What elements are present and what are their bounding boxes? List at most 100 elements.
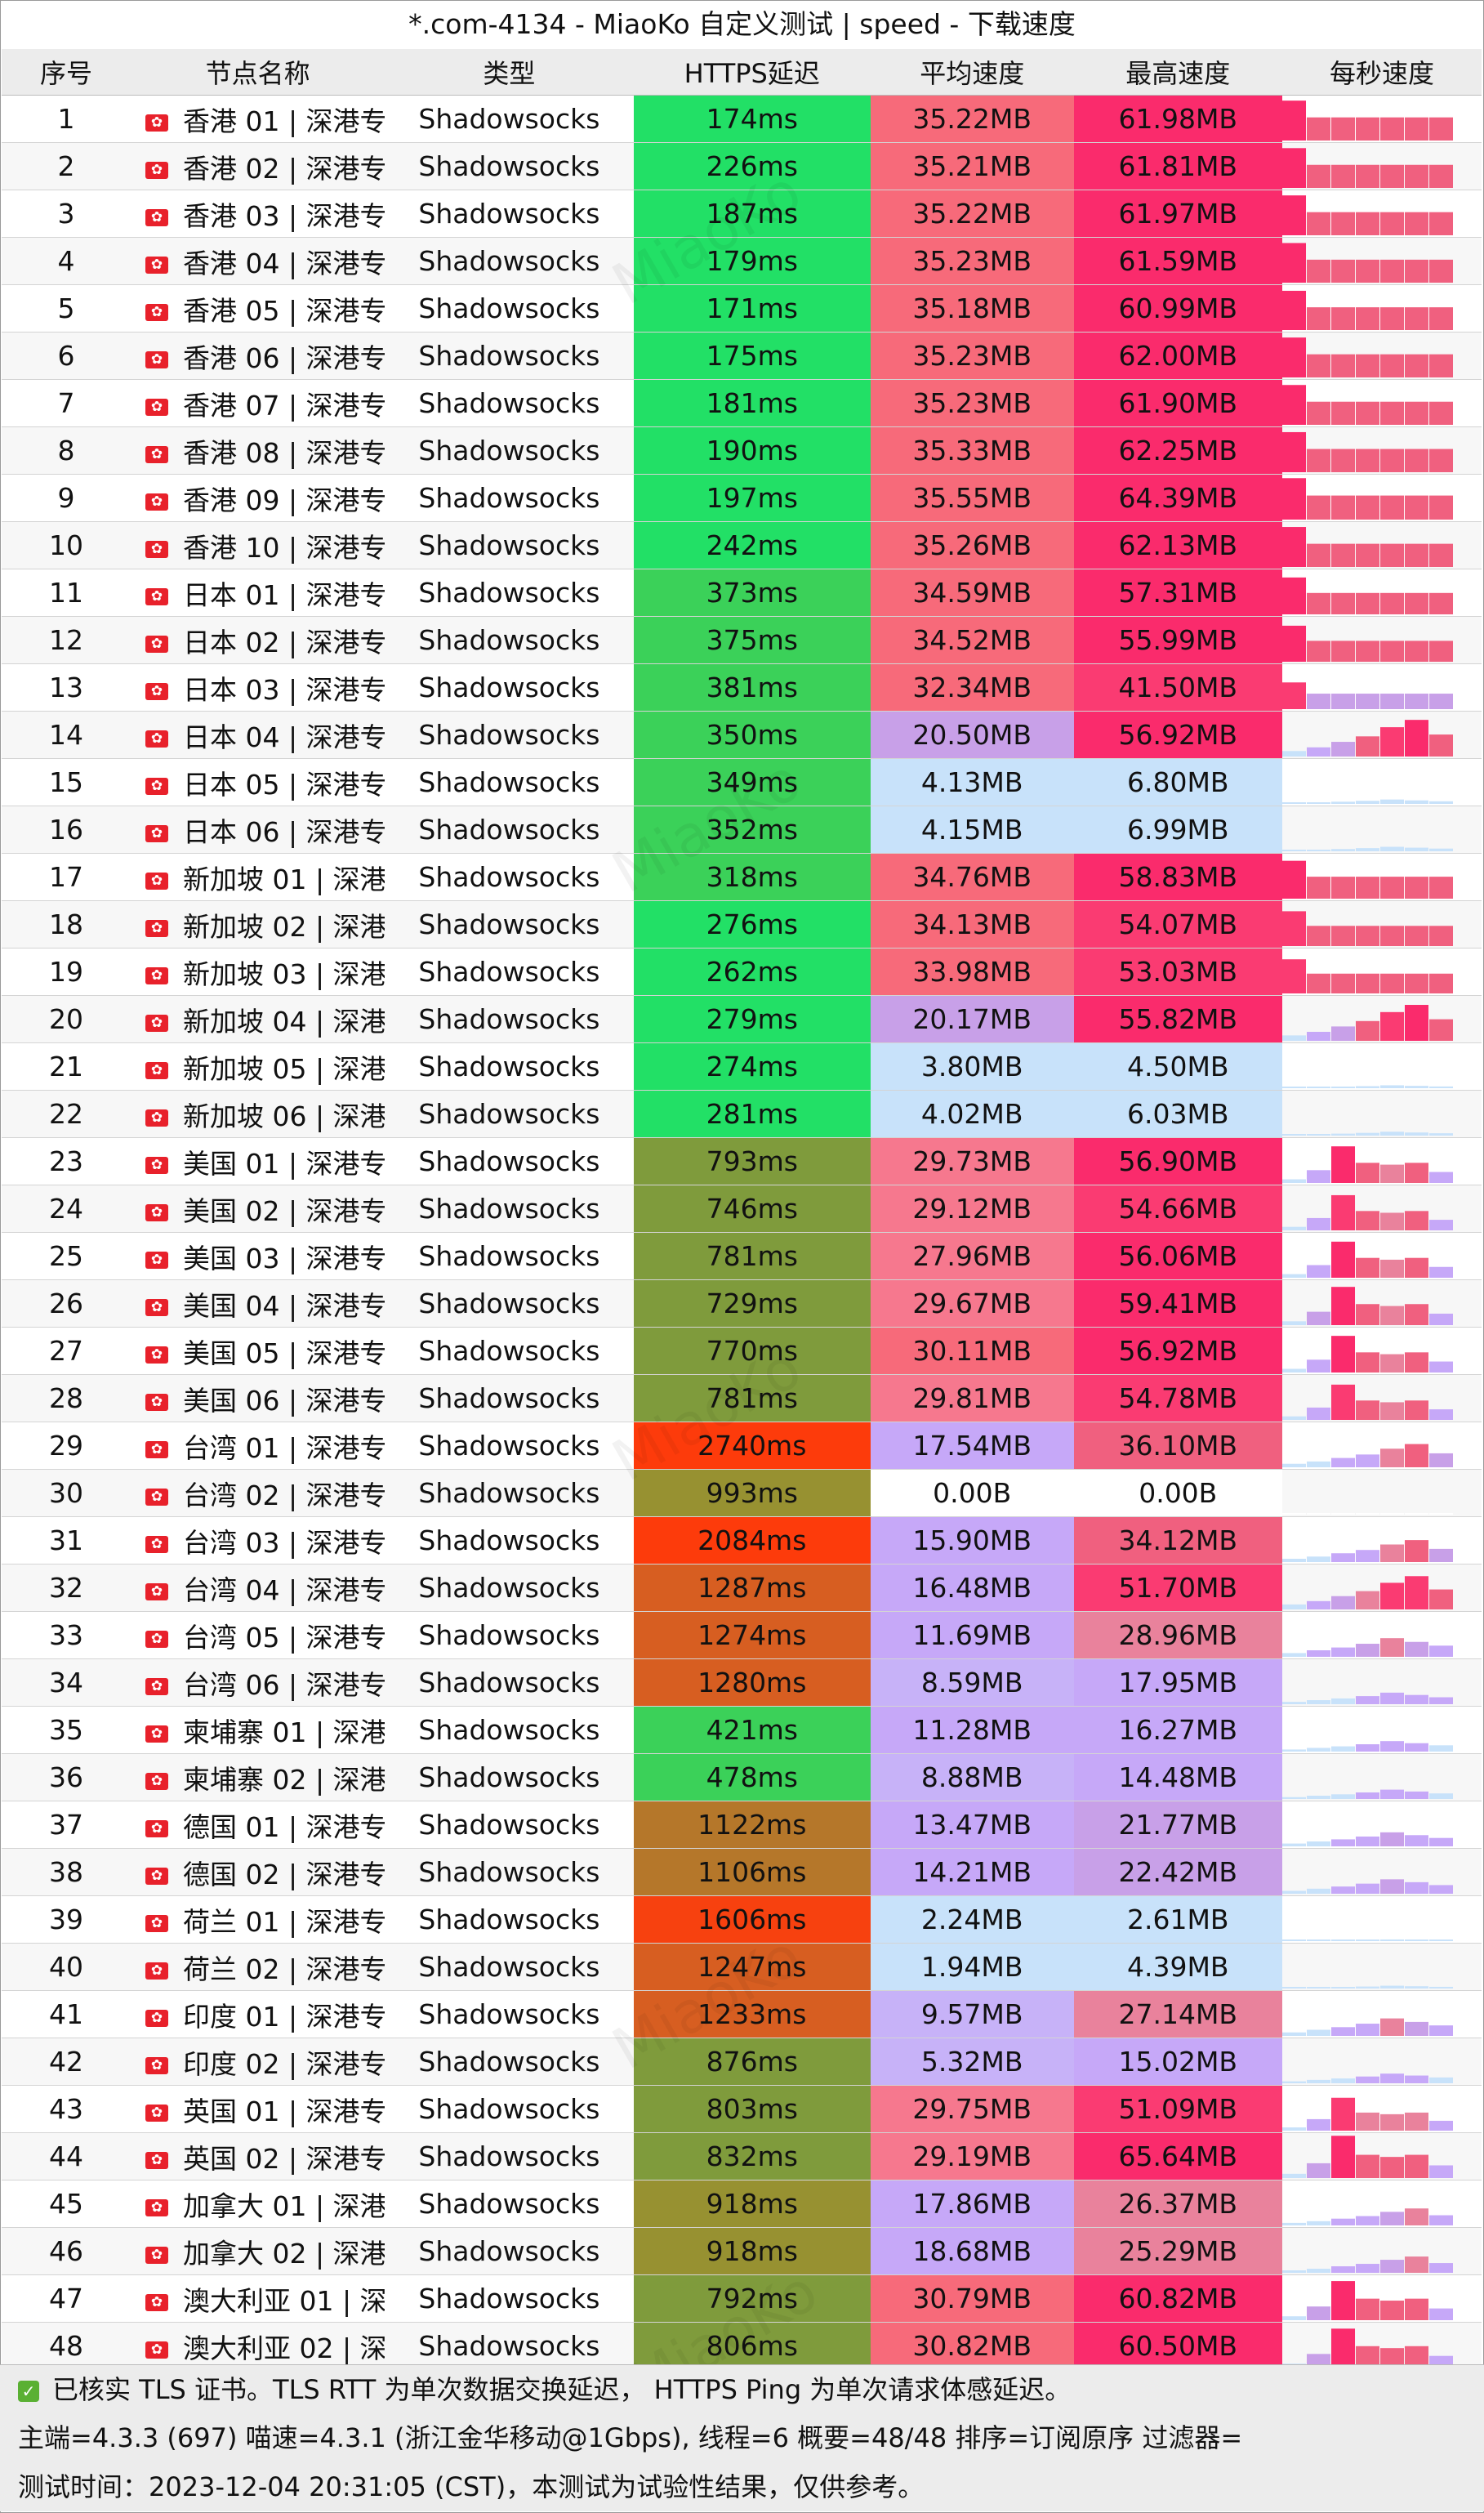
table-row[interactable]: 22 新加坡 06 | 深港专线Shadowsocks281ms4.02MB6.0… [2,1090,1482,1138]
hk-flag-icon [145,396,168,417]
speed-bar [1331,2218,1356,2225]
table-row[interactable]: 37 德国 01 | 深港专线Shadowsocks1122ms13.47MB21… [2,1801,1482,1849]
speed-bar [1331,1987,1356,1989]
speed-bar [1429,1019,1454,1041]
table-row[interactable]: 12 日本 02 | 深港专线Shadowsocks375ms34.52MB55.… [2,616,1482,664]
page-title: *.com-4134 - MiaoKo 自定义测试 | speed - 下载速度 [408,8,1076,40]
max-speed-cell: 26.37MB [1073,2180,1283,2228]
table-row[interactable]: 32 台湾 04 | 深港专线Shadowsocks1287ms16.48MB51… [2,1564,1482,1612]
table-row[interactable]: 41 印度 01 | 深港专线Shadowsocks1233ms9.57MB27.… [2,1990,1482,2038]
table-row[interactable]: 14 日本 04 | 深港专线Shadowsocks350ms20.50MB56.… [2,711,1482,759]
table-row[interactable]: 40 荷兰 02 | 深港专线Shadowsocks1247ms1.94MB4.3… [2,1943,1482,1991]
latency-cell: 918ms [633,2227,871,2275]
latency-cell: 1280ms [633,1658,871,1707]
row-index: 16 [2,806,131,854]
table-row[interactable]: 4 香港 04 | 深港专线Shadowsocks179ms35.23MB61.5… [2,237,1482,285]
node-name-cell: 英国 02 | 深港专线 [130,2132,385,2180]
speed-bar [1307,1700,1331,1704]
table-row[interactable]: 29 台湾 01 | 深港专线Shadowsocks2740ms17.54MB36… [2,1422,1482,1470]
table-row[interactable]: 19 新加坡 03 | 深港专线Shadowsocks262ms33.98MB53… [2,948,1482,996]
table-row[interactable]: 25 美国 03 | 深港专线Shadowsocks781ms27.96MB56.… [2,1232,1482,1280]
avg-speed-cell: 34.52MB [870,616,1074,664]
table-row[interactable]: 39 荷兰 01 | 深港专线Shadowsocks1606ms2.24MB2.6… [2,1895,1482,1944]
col-header-idx[interactable]: 序号 [2,49,131,96]
speed-bar [1380,117,1405,141]
table-row[interactable]: 46 加拿大 02 | 深港专线Shadowsocks918ms18.68MB25… [2,2227,1482,2275]
speed-bar [1331,164,1356,188]
table-row[interactable]: 9 香港 09 | 深港专线Shadowsocks197ms35.55MB64.3… [2,474,1482,522]
table-row[interactable]: 6 香港 06 | 深港专线Shadowsocks175ms35.23MB62.0… [2,332,1482,380]
table-row[interactable]: 13 日本 03 | 深港专线Shadowsocks381ms32.34MB41.… [2,663,1482,712]
row-index: 32 [2,1564,131,1612]
table-row[interactable]: 31 台湾 03 | 深港专线Shadowsocks2084ms15.90MB34… [2,1516,1482,1564]
table-row[interactable]: 36 柬埔寨 02 | 深港专线Shadowsocks478ms8.88MB14.… [2,1753,1482,1801]
table-row[interactable]: 16 日本 06 | 深港专线Shadowsocks352ms4.15MB6.99… [2,806,1482,854]
node-name: 日本 05 | 深港专线 [182,768,385,801]
table-row[interactable]: 45 加拿大 01 | 深港专线Shadowsocks918ms17.86MB26… [2,2180,1482,2228]
col-header-max[interactable]: 最高速度 [1073,49,1283,96]
table-row[interactable]: 18 新加坡 02 | 深港专线Shadowsocks276ms34.13MB54… [2,900,1482,949]
speed-bar [1356,495,1380,520]
table-row[interactable]: 33 台湾 05 | 深港专线Shadowsocks1274ms11.69MB28… [2,1611,1482,1659]
table-row[interactable]: 23 美国 01 | 深港专线Shadowsocks793ms29.73MB56.… [2,1137,1482,1185]
hk-flag-icon [145,1344,168,1365]
speed-bar [1307,449,1331,472]
node-name-cell: 日本 02 | 深港专线 [130,616,385,664]
table-row[interactable]: 43 英国 01 | 深港专线Shadowsocks803ms29.75MB51.… [2,2085,1482,2133]
col-header-type[interactable]: 类型 [385,49,634,96]
speed-bar [1331,2281,1356,2320]
table-row[interactable]: 38 德国 02 | 深港专线Shadowsocks1106ms14.21MB22… [2,1848,1482,1896]
table-row[interactable]: 26 美国 04 | 深港专线Shadowsocks729ms29.67MB59.… [2,1279,1482,1328]
table-row[interactable]: 34 台湾 06 | 深港专线Shadowsocks1280ms8.59MB17.… [2,1658,1482,1707]
table-row[interactable]: 3 香港 03 | 深港专线Shadowsocks187ms35.22MB61.9… [2,190,1482,238]
avg-speed-cell: 9.57MB [870,1990,1074,2038]
hk-flag-icon [145,2149,168,2171]
table-row[interactable]: 44 英国 02 | 深港专线Shadowsocks832ms29.19MB65.… [2,2132,1482,2180]
speed-bar [1405,1881,1429,1894]
table-row[interactable]: 35 柬埔寨 01 | 深港专线Shadowsocks421ms11.28MB16… [2,1706,1482,1754]
table-row[interactable]: 27 美国 05 | 深港专线Shadowsocks770ms30.11MB56.… [2,1327,1482,1375]
table-row[interactable]: 47 澳大利亚 01 | 深港专线Shadowsocks792ms30.79MB6… [2,2274,1482,2323]
avg-speed-cell: 4.15MB [870,806,1074,854]
row-index: 21 [2,1042,131,1091]
table-row[interactable]: 2 香港 02 | 深港专线Shadowsocks226ms35.21MB61.8… [2,142,1482,190]
speed-bar [1331,1698,1356,1704]
speed-bar [1331,2027,1356,2036]
table-row[interactable]: 17 新加坡 01 | 深港专线Shadowsocks318ms34.76MB58… [2,853,1482,901]
speed-bar [1356,973,1380,993]
col-header-name[interactable]: 节点名称 [130,49,385,96]
speed-bar [1307,1407,1331,1420]
col-header-latency[interactable]: HTTPS延迟 [633,49,871,96]
speed-bar [1356,801,1380,804]
speed-bar [1405,401,1429,425]
table-row[interactable]: 48 澳大利亚 02 | 深港专线Shadowsocks806ms30.82MB6… [2,2322,1482,2370]
table-row[interactable]: 11 日本 01 | 深港专线Shadowsocks373ms34.59MB57.… [2,569,1482,617]
table-row[interactable]: 24 美国 02 | 深港专线Shadowsocks746ms29.12MB54.… [2,1185,1482,1233]
speed-bar [1429,2077,1454,2083]
table-row[interactable]: 1 香港 01 | 深港专线Shadowsocks174ms35.22MB61.9… [2,95,1482,143]
latency-cell: 226ms [633,142,871,190]
table-row[interactable]: 5 香港 05 | 深港专线Shadowsocks171ms35.18MB60.9… [2,284,1482,333]
speed-bar [1429,1793,1454,1799]
table-row[interactable]: 10 香港 10 | 深港专线Shadowsocks242ms35.26MB62.… [2,521,1482,569]
node-name: 德国 02 | 深港专线 [182,1858,385,1890]
table-row[interactable]: 15 日本 05 | 深港专线Shadowsocks349ms4.13MB6.80… [2,758,1482,806]
speed-bar [1282,148,1307,188]
table-row[interactable]: 7 香港 07 | 深港专线Shadowsocks181ms35.23MB61.9… [2,379,1482,427]
table-row[interactable]: 20 新加坡 04 | 深港专线Shadowsocks279ms20.17MB55… [2,995,1482,1043]
avg-speed-cell: 11.69MB [870,1611,1074,1659]
col-header-persec[interactable]: 每秒速度 [1282,49,1482,96]
table-row[interactable]: 21 新加坡 05 | 深港专线Shadowsocks274ms3.80MB4.5… [2,1042,1482,1091]
per-second-sparkline [1282,911,1454,946]
per-second-sparkline [1282,625,1454,662]
per-second-speed-cell [1282,853,1482,901]
node-name-cell: 香港 01 | 深港专线 [130,95,385,143]
latency-cell: 174ms [633,95,871,143]
col-header-avg[interactable]: 平均速度 [870,49,1074,96]
table-row[interactable]: 8 香港 08 | 深港专线Shadowsocks190ms35.33MB62.2… [2,426,1482,475]
table-row[interactable]: 42 印度 02 | 深港专线Shadowsocks876ms5.32MB15.0… [2,2038,1482,2086]
table-row[interactable]: 28 美国 06 | 深港专线Shadowsocks781ms29.81MB54.… [2,1374,1482,1422]
row-index: 24 [2,1185,131,1233]
per-second-sparkline [1282,1789,1454,1799]
